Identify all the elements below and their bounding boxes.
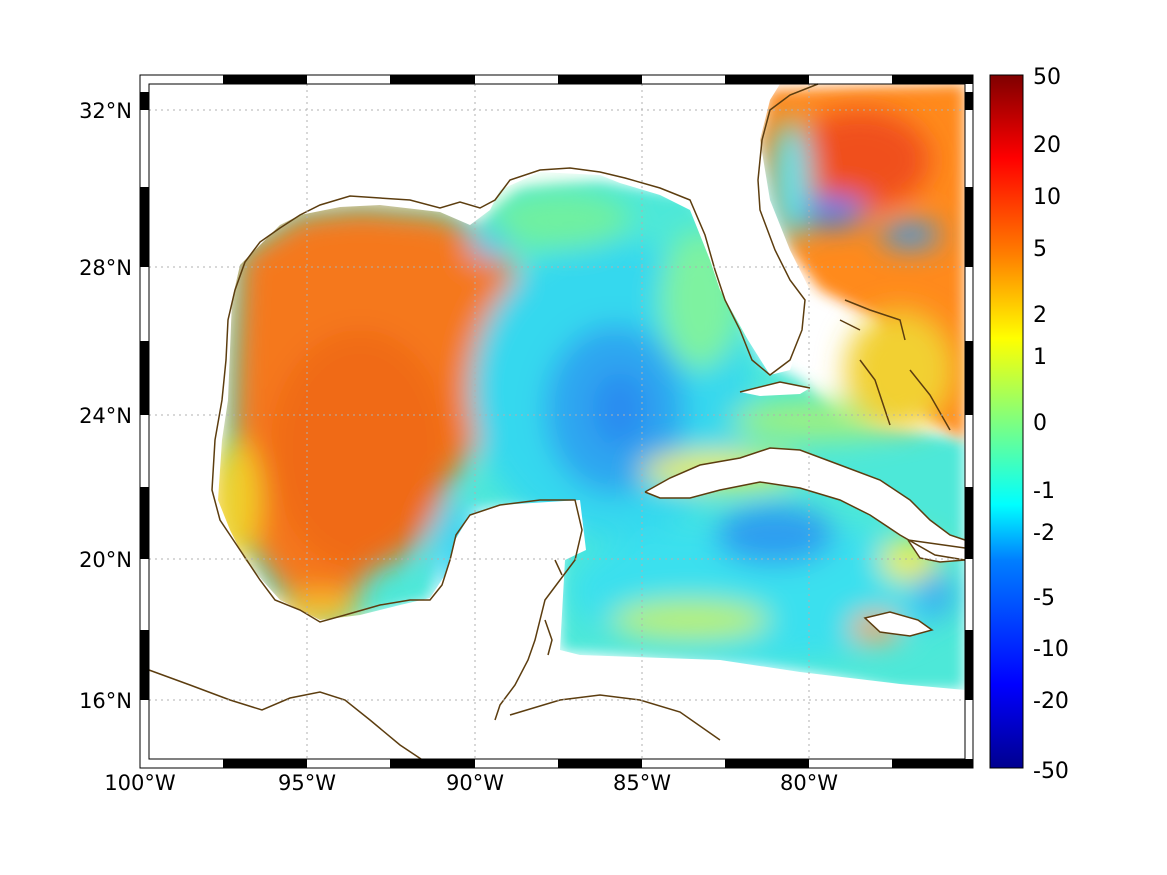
atlantic-red-core xyxy=(790,110,930,210)
colorbar-label: -50 xyxy=(1033,759,1069,784)
frame-seg xyxy=(558,75,642,84)
frame-checker-top xyxy=(223,75,973,84)
lon-label-100w: 100°W xyxy=(104,771,176,795)
us-gulf-coast-land xyxy=(149,84,810,650)
colorbar: 50 20 10 5 2 1 0 -1 -2 -5 -10 -20 -50 xyxy=(989,65,1069,784)
colorbar-label: 50 xyxy=(1033,65,1061,90)
cuba-land xyxy=(645,448,965,560)
jamaica-coastline xyxy=(863,611,934,637)
central-gulf-core xyxy=(592,372,648,448)
frame-seg xyxy=(965,341,973,415)
colorbar-label: 2 xyxy=(1033,303,1047,328)
cayman-blue xyxy=(715,505,835,565)
frame-seg xyxy=(140,487,149,559)
colorbar-label: 1 xyxy=(1033,345,1047,370)
colorbar-label: 20 xyxy=(1033,133,1061,158)
windward-blue xyxy=(915,570,955,620)
mobile-bay-cyan xyxy=(470,231,510,259)
y-axis-labels: 32°N 28°N 24°N 20°N 16°N xyxy=(79,99,132,713)
frame-seg xyxy=(140,187,149,267)
lat-label-32n: 32°N xyxy=(79,99,132,123)
lon-label-90w: 90°W xyxy=(446,771,504,795)
gulfstream-cyan xyxy=(770,120,810,240)
frame-seg xyxy=(223,75,307,84)
colorbar-label: 10 xyxy=(1033,185,1061,210)
atlantic-blue-eddy-2 xyxy=(880,222,940,248)
frame-checker-left xyxy=(140,92,149,700)
lon-label-95w: 95°W xyxy=(278,771,336,795)
lat-label-16n: 16°N xyxy=(79,689,132,713)
lat-label-28n: 28°N xyxy=(79,256,132,280)
frame-seg xyxy=(725,759,809,768)
map-frame xyxy=(139,74,974,769)
graticule xyxy=(149,84,965,759)
jamaica-land xyxy=(865,612,932,636)
colorbar-label: -1 xyxy=(1033,479,1055,504)
colorbar-label: -20 xyxy=(1033,689,1069,714)
frame-seg xyxy=(965,187,973,267)
hispaniola-coastline xyxy=(907,539,966,563)
coastlines xyxy=(148,83,966,766)
data-field xyxy=(149,84,965,759)
us-gulf-coastline xyxy=(211,83,819,721)
frame-checker-right xyxy=(965,92,973,700)
lon-label-80w: 80°W xyxy=(780,771,838,795)
lat-label-20n: 20°N xyxy=(79,548,132,572)
colorbar-bar xyxy=(989,74,1024,769)
frame-seg xyxy=(390,759,475,768)
hispaniola-land xyxy=(908,540,965,562)
central-america-land xyxy=(149,650,965,759)
colorbar-labels: 50 20 10 5 2 1 0 -1 -2 -5 -10 -20 -50 xyxy=(1033,65,1069,784)
colorbar-label: -2 xyxy=(1033,521,1055,546)
frame-seg xyxy=(140,341,149,415)
frame-seg xyxy=(965,630,973,700)
frame-seg xyxy=(965,487,973,559)
florida-keys-land xyxy=(740,382,810,396)
bahamas-coastline xyxy=(839,299,951,431)
lat-label-24n: 24°N xyxy=(79,404,132,428)
land-mask xyxy=(149,84,965,759)
frame-seg xyxy=(140,92,149,110)
frame-seg xyxy=(892,759,973,768)
bahamas-yellow xyxy=(845,310,955,430)
frame-seg xyxy=(892,75,973,84)
colorbar-label: 5 xyxy=(1033,237,1047,262)
caribbean-green-band xyxy=(610,600,770,640)
northern-gulf-green xyxy=(490,190,630,250)
field-features xyxy=(210,110,955,660)
frame-seg xyxy=(140,630,149,700)
atlantic-blue-eddy-1 xyxy=(792,197,868,227)
frame-seg xyxy=(965,92,973,110)
frame-seg xyxy=(558,759,642,768)
colorbar-label: 0 xyxy=(1033,411,1047,436)
frame-seg xyxy=(223,759,307,768)
colorbar-label: -10 xyxy=(1033,637,1069,662)
yucatan-islands xyxy=(544,559,563,656)
western-gulf-core xyxy=(270,330,450,570)
colorbar-label: -5 xyxy=(1033,586,1055,611)
florida-keys-coastline xyxy=(739,381,811,393)
frame-seg xyxy=(390,75,475,84)
cuba-coastline xyxy=(644,447,966,561)
lon-label-85w: 85°W xyxy=(613,771,671,795)
frame-seg xyxy=(725,75,809,84)
frame-inner xyxy=(148,83,966,760)
honduras-coastline xyxy=(509,694,721,741)
frame-checker-bottom xyxy=(223,759,973,768)
central-america-coastline xyxy=(148,669,431,766)
x-axis-labels: 100°W 95°W 90°W 85°W 80°W xyxy=(104,771,838,795)
frame-outer xyxy=(139,74,974,769)
